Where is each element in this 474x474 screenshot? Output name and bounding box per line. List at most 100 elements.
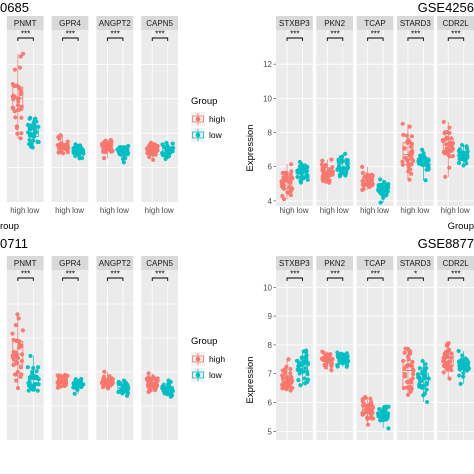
- y-tick-label: 9: [268, 312, 273, 321]
- data-point-low: [339, 351, 344, 356]
- data-point-low: [420, 384, 425, 389]
- facet-strip-label: STXBP3: [279, 259, 310, 268]
- x-tick-label: high: [320, 206, 335, 215]
- data-point-high: [16, 99, 21, 104]
- data-point-low: [164, 140, 169, 146]
- facet-tcap: TCAP ***: [356, 256, 394, 440]
- data-point-high: [330, 165, 335, 170]
- data-point-high: [409, 134, 415, 139]
- data-point-low: [302, 163, 308, 168]
- data-point-low: [34, 369, 39, 374]
- y-tick-label: 7: [268, 370, 273, 379]
- data-point-low: [118, 145, 123, 150]
- data-point-high: [319, 162, 324, 167]
- x-tick-label: low: [296, 206, 308, 215]
- data-point-high: [287, 180, 292, 185]
- data-point-low: [295, 367, 300, 372]
- facet-strip-label: PNMT: [14, 19, 37, 28]
- data-point-high: [448, 364, 454, 369]
- chart-1: 2LhighlowPNMT***highlowGPR4***highlowANG…: [6, 16, 178, 215]
- significance-label: ***: [330, 30, 339, 39]
- data-point-high: [365, 415, 370, 420]
- data-point-high: [283, 375, 289, 380]
- x-tick-label: high: [145, 206, 160, 215]
- data-point-high: [325, 171, 330, 176]
- data-point-high: [441, 149, 446, 155]
- data-point-high: [13, 115, 18, 120]
- significance-label: ***: [371, 270, 380, 279]
- data-point-low: [29, 123, 34, 128]
- data-point-high: [11, 337, 16, 342]
- data-point-low: [298, 367, 303, 372]
- chart-title-bottom-right: GSE8877: [418, 236, 474, 251]
- data-point-high: [146, 371, 151, 376]
- x-tick-label: low: [377, 206, 389, 215]
- data-point-high: [328, 352, 333, 357]
- data-point-high: [14, 124, 19, 129]
- data-point-high: [15, 338, 20, 343]
- facet-angpt2: ANGPT2 *** high low: [96, 16, 134, 215]
- facet-panel: [437, 270, 474, 440]
- significance-label: ***: [451, 270, 460, 279]
- data-point-low: [386, 181, 391, 187]
- data-point-low: [424, 399, 430, 405]
- facet-strip-label: STARD3: [400, 259, 432, 268]
- data-point-high: [404, 133, 409, 138]
- data-point-high: [14, 378, 19, 383]
- data-point-low: [421, 151, 426, 156]
- data-point-high: [323, 163, 328, 168]
- data-point-high: [443, 174, 448, 179]
- y-tick-label: 10: [263, 94, 272, 103]
- significance-label: ***: [411, 30, 420, 39]
- data-point-low: [301, 175, 307, 180]
- data-point-high: [151, 374, 156, 379]
- significance-label: ***: [155, 30, 164, 39]
- y-tick-label: 8: [268, 129, 273, 138]
- data-point-high: [448, 140, 453, 145]
- data-point-high: [365, 422, 371, 427]
- data-point-high: [281, 196, 287, 202]
- data-point-low: [345, 164, 351, 170]
- data-point-high: [286, 357, 291, 362]
- data-point-high: [446, 347, 452, 352]
- significance-bracket: [407, 277, 424, 281]
- facet-panel: [51, 270, 89, 440]
- facet-strip: [141, 16, 178, 30]
- facet-strip-label: CDR2L: [442, 259, 469, 268]
- data-point-high: [15, 369, 21, 374]
- data-point-low: [79, 155, 85, 161]
- y-tick-label: 8: [268, 341, 273, 350]
- significance-bracket: [367, 277, 384, 281]
- data-point-high: [450, 154, 456, 159]
- data-point-high: [289, 169, 294, 174]
- data-point-high: [288, 371, 293, 376]
- data-point-low: [297, 361, 302, 366]
- data-point-low: [303, 365, 308, 371]
- data-point-high: [329, 368, 334, 373]
- data-point-low: [343, 151, 348, 156]
- data-point-high: [107, 374, 112, 379]
- data-point-low: [29, 369, 35, 375]
- significance-label: *: [414, 270, 417, 279]
- data-point-high: [10, 331, 15, 336]
- data-point-high: [12, 109, 17, 114]
- facet-strip: [396, 256, 434, 270]
- data-point-high: [21, 51, 26, 56]
- data-point-high: [101, 374, 107, 379]
- data-point-high: [148, 140, 154, 145]
- data-point-high: [369, 399, 374, 405]
- data-point-high: [13, 322, 18, 328]
- data-point-high: [101, 156, 107, 161]
- facet-stxbp3: STXBP3 ***: [276, 256, 313, 440]
- y-axis-title-bottom-right: Expression: [245, 357, 256, 404]
- data-point-high: [401, 358, 406, 364]
- data-point-high: [329, 157, 334, 162]
- x-tick-label: high: [55, 206, 70, 215]
- data-point-low: [457, 147, 462, 152]
- data-point-high: [285, 190, 290, 195]
- data-point-high: [410, 359, 415, 364]
- data-point-high: [401, 385, 406, 391]
- legend-label-high: high: [209, 114, 225, 124]
- y-tick-label: 4: [268, 197, 273, 206]
- y-axis-title-top-right: Expression: [245, 125, 256, 172]
